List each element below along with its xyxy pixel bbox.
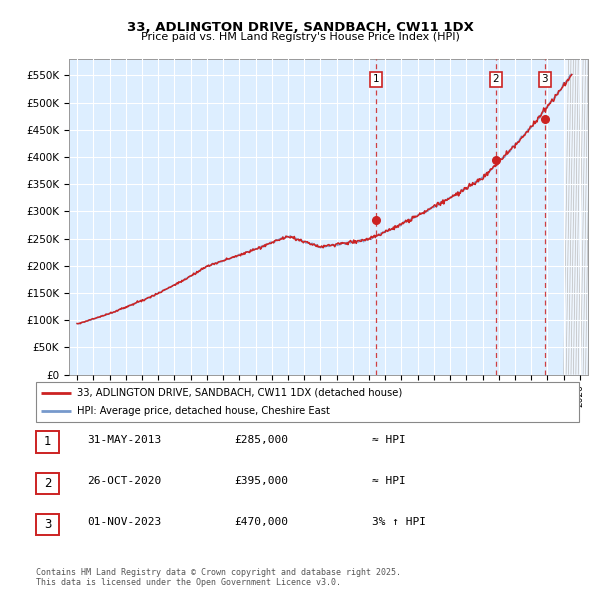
Text: 3: 3 bbox=[542, 74, 548, 84]
Text: 26-OCT-2020: 26-OCT-2020 bbox=[87, 476, 161, 486]
Text: £470,000: £470,000 bbox=[234, 517, 288, 527]
Text: ≈ HPI: ≈ HPI bbox=[372, 476, 406, 486]
Text: 01-NOV-2023: 01-NOV-2023 bbox=[87, 517, 161, 527]
Text: 2: 2 bbox=[44, 477, 51, 490]
FancyBboxPatch shape bbox=[36, 382, 579, 422]
Text: 3% ↑ HPI: 3% ↑ HPI bbox=[372, 517, 426, 527]
FancyBboxPatch shape bbox=[36, 514, 59, 535]
Text: £285,000: £285,000 bbox=[234, 435, 288, 444]
Text: 33, ADLINGTON DRIVE, SANDBACH, CW11 1DX (detached house): 33, ADLINGTON DRIVE, SANDBACH, CW11 1DX … bbox=[77, 388, 402, 398]
Text: Contains HM Land Registry data © Crown copyright and database right 2025.
This d: Contains HM Land Registry data © Crown c… bbox=[36, 568, 401, 587]
Text: HPI: Average price, detached house, Cheshire East: HPI: Average price, detached house, Ches… bbox=[77, 405, 329, 415]
Text: 2: 2 bbox=[493, 74, 499, 84]
Text: 3: 3 bbox=[44, 518, 51, 531]
FancyBboxPatch shape bbox=[36, 473, 59, 494]
Text: ≈ HPI: ≈ HPI bbox=[372, 435, 406, 444]
Text: 1: 1 bbox=[44, 435, 51, 448]
Text: £395,000: £395,000 bbox=[234, 476, 288, 486]
Text: 31-MAY-2013: 31-MAY-2013 bbox=[87, 435, 161, 444]
Text: 1: 1 bbox=[373, 74, 379, 84]
Text: Price paid vs. HM Land Registry's House Price Index (HPI): Price paid vs. HM Land Registry's House … bbox=[140, 32, 460, 42]
Text: 33, ADLINGTON DRIVE, SANDBACH, CW11 1DX: 33, ADLINGTON DRIVE, SANDBACH, CW11 1DX bbox=[127, 21, 473, 34]
FancyBboxPatch shape bbox=[36, 431, 59, 453]
